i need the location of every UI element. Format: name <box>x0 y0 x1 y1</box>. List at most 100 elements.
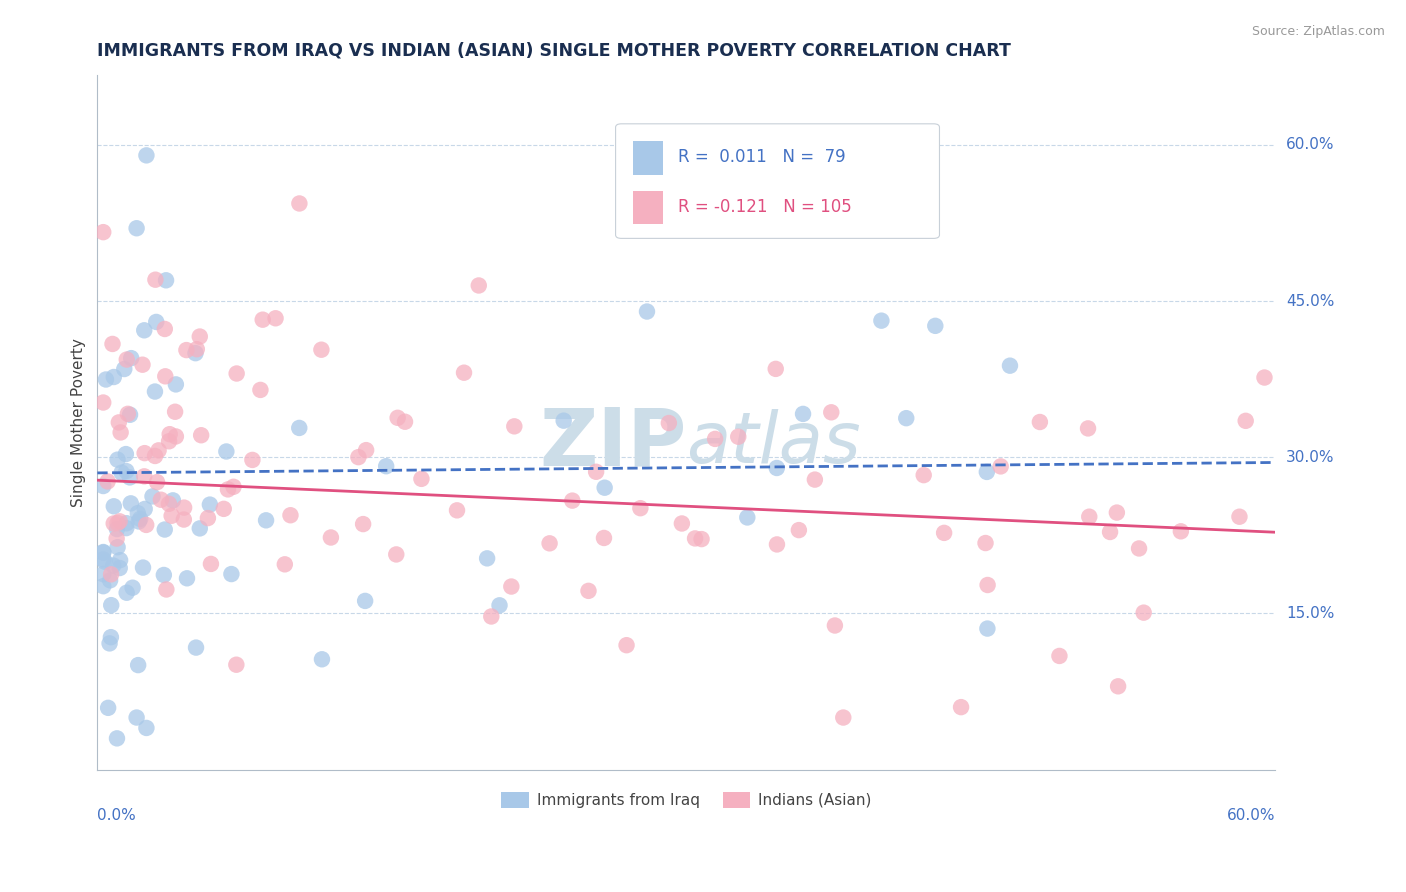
Point <box>184 346 207 360</box>
Point <box>1105 506 1128 520</box>
Point <box>186 342 208 356</box>
Point <box>690 532 713 546</box>
Point <box>153 568 176 582</box>
Point <box>91 545 114 559</box>
Point <box>924 318 946 333</box>
Point <box>950 700 973 714</box>
Point <box>468 278 491 293</box>
Y-axis label: Single Mother Poverty: Single Mother Poverty <box>72 338 86 507</box>
Point <box>108 514 131 528</box>
FancyBboxPatch shape <box>616 124 939 238</box>
Bar <box>633 191 662 224</box>
Point <box>737 510 759 524</box>
Text: IMMIGRANTS FROM IRAQ VS INDIAN (ASIAN) SINGLE MOTHER POVERTY CORRELATION CHART: IMMIGRANTS FROM IRAQ VS INDIAN (ASIAN) S… <box>97 42 1011 60</box>
Point <box>288 196 311 211</box>
Point <box>787 523 810 537</box>
Point <box>103 516 125 531</box>
Point <box>252 312 274 326</box>
Point <box>998 359 1021 373</box>
Point <box>188 521 211 535</box>
Point <box>91 579 114 593</box>
Point <box>91 395 114 409</box>
Point <box>221 567 243 582</box>
Text: atlas: atlas <box>686 409 860 478</box>
Point <box>727 430 749 444</box>
Point <box>488 599 510 613</box>
Point <box>1234 414 1257 428</box>
Point <box>165 429 187 443</box>
Point <box>131 358 153 372</box>
Bar <box>633 141 662 175</box>
Point <box>145 273 167 287</box>
Point <box>792 407 814 421</box>
Point <box>375 459 398 474</box>
Point <box>1107 679 1129 693</box>
Point <box>146 475 169 490</box>
Point <box>157 434 180 449</box>
Point <box>120 496 142 510</box>
Point <box>121 581 143 595</box>
Point <box>115 464 138 478</box>
Point <box>134 502 156 516</box>
Point <box>585 465 607 479</box>
Point <box>1049 648 1071 663</box>
Point <box>976 465 998 479</box>
Point <box>110 466 132 480</box>
Point <box>538 536 561 550</box>
Point <box>1170 524 1192 539</box>
Point <box>765 362 787 376</box>
Point <box>217 483 239 497</box>
Point <box>110 425 132 440</box>
Point <box>453 366 475 380</box>
Point <box>704 432 727 446</box>
Point <box>118 408 141 422</box>
Text: R =  0.011   N =  79: R = 0.011 N = 79 <box>678 148 845 167</box>
Text: R = -0.121   N = 105: R = -0.121 N = 105 <box>678 198 852 216</box>
Point <box>190 428 212 442</box>
Point <box>824 618 846 632</box>
Point <box>385 548 408 562</box>
Point <box>100 598 122 612</box>
Point <box>188 329 211 343</box>
Point <box>100 567 122 582</box>
Point <box>115 521 138 535</box>
Point <box>100 630 122 644</box>
Point <box>112 362 135 376</box>
Point <box>222 480 245 494</box>
Point <box>475 551 498 566</box>
Point <box>115 516 138 531</box>
Point <box>115 447 138 461</box>
Point <box>804 473 827 487</box>
Point <box>249 383 271 397</box>
Point <box>319 531 342 545</box>
Text: 60.0%: 60.0% <box>1286 137 1334 153</box>
Point <box>125 221 148 235</box>
Point <box>479 609 502 624</box>
Point <box>153 322 176 336</box>
Point <box>394 415 416 429</box>
Point <box>225 657 247 672</box>
Point <box>765 461 787 475</box>
Point <box>155 582 177 597</box>
Point <box>671 516 693 531</box>
Point <box>91 545 114 559</box>
Point <box>176 571 198 585</box>
Point <box>354 594 377 608</box>
Text: 60.0%: 60.0% <box>1226 808 1275 823</box>
Point <box>503 419 526 434</box>
Point <box>1099 524 1122 539</box>
Point <box>553 414 575 428</box>
Point <box>148 443 170 458</box>
Point <box>1132 606 1154 620</box>
Point <box>120 351 142 366</box>
Point <box>91 567 114 582</box>
Point <box>165 377 187 392</box>
Point <box>1128 541 1150 556</box>
Point <box>97 475 120 489</box>
Point <box>153 523 176 537</box>
Point <box>103 370 125 384</box>
Point <box>912 468 935 483</box>
Point <box>97 701 120 715</box>
Point <box>176 343 198 357</box>
Point <box>976 622 998 636</box>
